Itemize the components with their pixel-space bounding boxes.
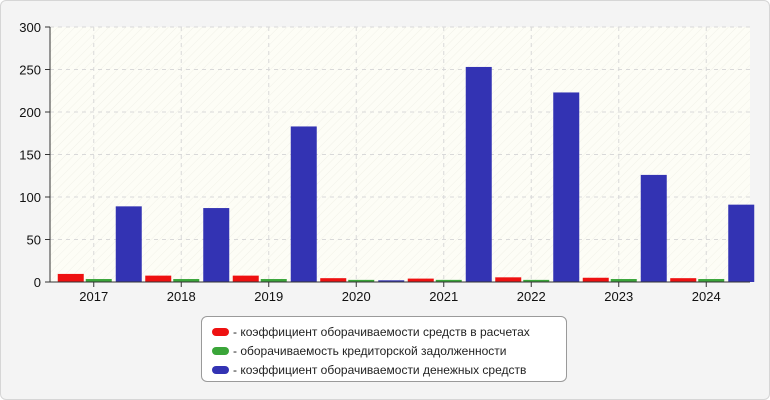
bar-2020-series-3: [378, 280, 405, 282]
y-tick-label: 250: [19, 63, 41, 78]
x-tick-label: 2024: [692, 289, 721, 304]
bar-2017-series-1: [57, 273, 84, 282]
y-tick-label: 0: [34, 275, 41, 290]
bar-2020-series-1: [320, 278, 347, 282]
x-tick-label: 2017: [79, 289, 108, 304]
bar-2023-series-1: [582, 277, 609, 282]
legend-label: - коэффициент оборачиваемости денежных с…: [233, 362, 527, 377]
x-tick-label: 2020: [342, 289, 371, 304]
x-tick-label: 2021: [429, 289, 458, 304]
y-tick-label: 50: [27, 233, 41, 248]
legend-item: - коэффициент оборачиваемости средств в …: [212, 322, 566, 341]
bar-2020-series-2: [348, 279, 375, 282]
bar-2018-series-2: [173, 279, 200, 282]
bar-2022-series-1: [495, 277, 522, 282]
chart-legend: - коэффициент оборачиваемости средств в …: [201, 316, 567, 382]
bar-2018-series-3: [203, 208, 230, 282]
x-tick-label: 2022: [517, 289, 546, 304]
bar-2023-series-3: [640, 174, 667, 282]
bar-2022-series-3: [553, 92, 580, 282]
x-tick-label: 2019: [254, 289, 283, 304]
bar-2018-series-1: [145, 275, 172, 282]
bar-2021-series-2: [435, 279, 462, 282]
bar-2024-series-3: [728, 204, 755, 282]
x-tick-label: 2023: [604, 289, 633, 304]
y-tick-label: 200: [19, 105, 41, 120]
x-tick-label: 2018: [167, 289, 196, 304]
legend-label: - коэффициент оборачиваемости средств в …: [233, 324, 530, 339]
legend-label: - оборачиваемость кредиторской задолженн…: [233, 343, 507, 358]
bar-2017-series-3: [115, 206, 142, 282]
bar-chart: 0 50 100 150 200 250 300 2017 2018 2019 2020 2021 20…: [19, 20, 755, 304]
legend-item: - коэффициент оборачиваемости денежных с…: [212, 360, 566, 379]
bar-2022-series-2: [523, 279, 550, 282]
bar-2019-series-1: [232, 275, 259, 282]
y-tick-label: 300: [19, 20, 41, 35]
bar-2017-series-2: [85, 279, 112, 282]
bar-2019-series-3: [290, 126, 317, 282]
y-tick-label: 150: [19, 148, 41, 163]
legend-item: - оборачиваемость кредиторской задолженн…: [212, 341, 566, 360]
plot-area: [50, 27, 750, 282]
bar-2021-series-1: [407, 278, 434, 282]
bar-2019-series-2: [260, 279, 287, 282]
y-tick-label: 100: [19, 190, 41, 205]
bar-2023-series-2: [610, 279, 637, 282]
legend-swatch: [212, 365, 229, 374]
bar-2024-series-2: [698, 279, 725, 282]
bar-2021-series-3: [465, 66, 492, 282]
legend-swatch: [212, 327, 229, 336]
bar-2024-series-1: [670, 278, 697, 282]
legend-swatch: [212, 346, 229, 355]
